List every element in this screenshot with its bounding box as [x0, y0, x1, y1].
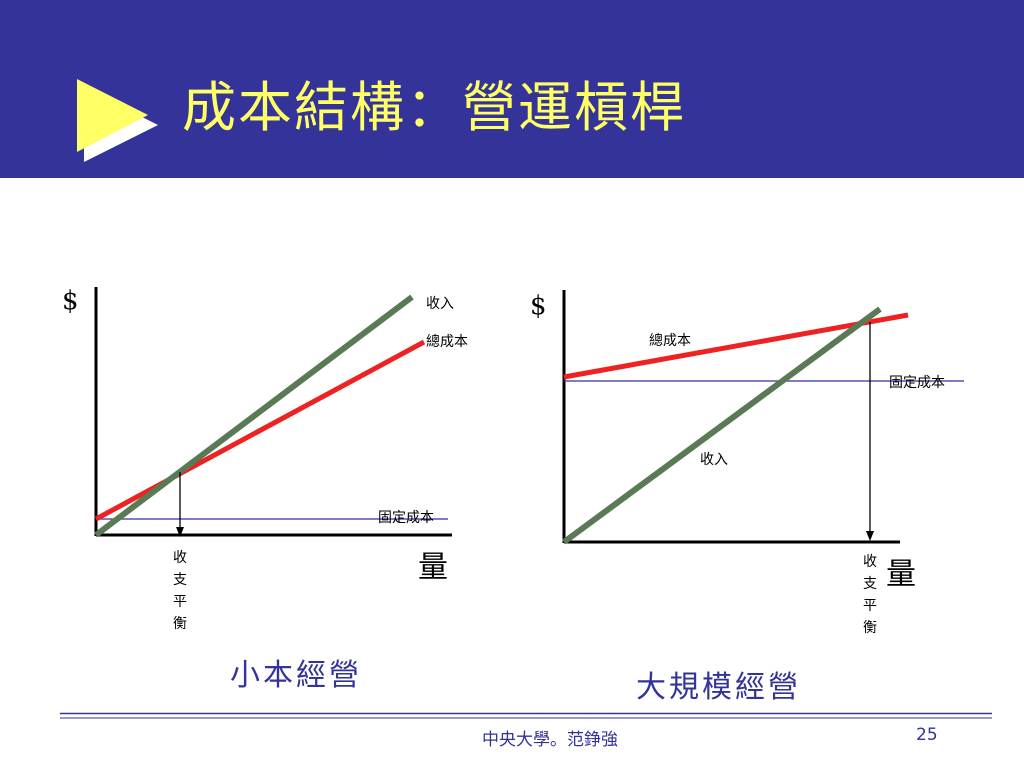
left-total-cost-label: 總成本	[426, 333, 468, 350]
left-y-label: $	[62, 286, 79, 316]
cost-structure-diagrams: $ 收入 總成本 固定成本 量 收 支 平 衡 $ 總成本 固定成本 收入 量 …	[62, 286, 964, 636]
right-y-label: $	[530, 291, 547, 321]
right-breakeven-char: 支	[863, 576, 877, 592]
right-breakeven-arrowhead	[866, 531, 874, 541]
left-breakeven-char: 衡	[173, 616, 187, 632]
right-revenue-line	[562, 306, 882, 545]
right-total-cost-label: 總成本	[649, 332, 691, 349]
right-fixed-cost-label: 固定成本	[889, 375, 945, 391]
left-revenue-label: 收入	[426, 296, 454, 312]
left-diagram: $ 收入 總成本 固定成本 量 收 支 平 衡	[62, 286, 468, 632]
header-band	[0, 0, 1024, 178]
left-total-cost-line	[94, 339, 426, 522]
right-breakeven-char: 衡	[863, 620, 877, 636]
right-breakeven-char: 平	[863, 598, 877, 614]
left-caption: 小本經營	[230, 658, 362, 693]
right-x-label: 量	[886, 557, 916, 592]
right-breakeven-label: 收 支 平 衡	[863, 554, 877, 636]
page-number: 25	[916, 725, 938, 745]
left-breakeven-char: 支	[173, 572, 187, 588]
slide-title: 成本結構：營運槓桿	[182, 76, 686, 139]
left-breakeven-char: 平	[173, 594, 187, 610]
left-breakeven-char: 收	[173, 550, 187, 566]
play-arrow-icon	[77, 79, 158, 162]
footer-rule	[60, 712, 992, 719]
right-breakeven-char: 收	[863, 554, 877, 570]
right-caption: 大規模經營	[636, 670, 801, 705]
right-revenue-label: 收入	[700, 452, 728, 468]
right-total-cost-line	[563, 312, 909, 380]
right-diagram: $ 總成本 固定成本 收入 量 收 支 平 衡	[530, 290, 964, 636]
left-x-label: 量	[418, 550, 448, 585]
left-breakeven-label: 收 支 平 衡	[173, 550, 187, 632]
left-revenue-line	[94, 294, 414, 538]
left-breakeven-arrowhead	[176, 527, 184, 537]
left-fixed-cost-label: 固定成本	[378, 510, 434, 526]
footer-author: 中央大學。范錚強	[482, 730, 618, 750]
